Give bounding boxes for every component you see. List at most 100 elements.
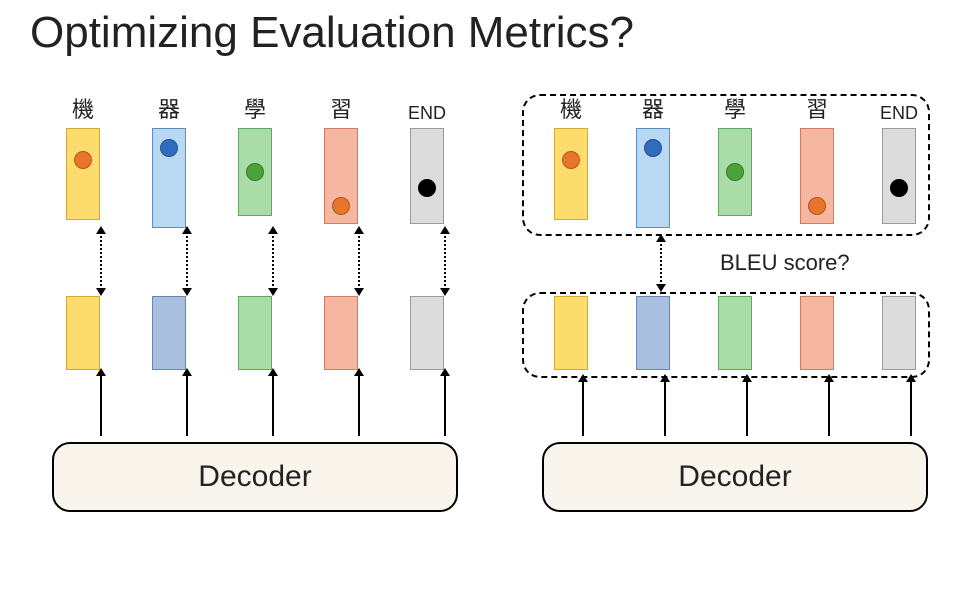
dashed-arrow <box>444 232 446 290</box>
arrowhead-up-icon <box>268 226 278 234</box>
bar-slot <box>790 128 844 224</box>
right-decoder-label: Decoder <box>678 460 791 494</box>
arrowhead-up-icon <box>96 226 106 234</box>
arrowhead-up-icon <box>96 368 106 376</box>
bar-slot <box>228 128 282 216</box>
bar <box>718 296 752 370</box>
bar-dot <box>160 139 178 157</box>
solid-arrow <box>358 374 360 436</box>
bar-slot <box>626 296 680 370</box>
bar <box>410 296 444 370</box>
bar-slot <box>790 296 844 370</box>
token-label: 機 <box>56 92 110 124</box>
right-bot-bars <box>530 296 940 396</box>
bar-dot <box>808 197 826 215</box>
bleu-score-label: BLEU score? <box>720 250 850 276</box>
solid-arrow <box>272 374 274 436</box>
bar-dot <box>332 197 350 215</box>
bar-dot <box>726 163 744 181</box>
left-top-bars <box>40 128 470 228</box>
arrowhead-down-icon <box>440 288 450 296</box>
bar <box>882 296 916 370</box>
bar <box>324 296 358 370</box>
arrowhead-down-icon <box>182 288 192 296</box>
bar <box>324 128 358 224</box>
arrowhead-up-icon <box>182 226 192 234</box>
token-label: 器 <box>626 92 680 124</box>
solid-arrow <box>746 380 748 436</box>
bar <box>800 296 834 370</box>
bar-slot <box>56 296 110 370</box>
solid-arrow <box>664 380 666 436</box>
right-top-bars <box>530 128 940 228</box>
bar-slot <box>544 128 598 220</box>
bar <box>66 296 100 370</box>
arrowhead-up-icon <box>742 374 752 382</box>
arrowhead-down-icon <box>656 284 666 292</box>
bar-dot <box>74 151 92 169</box>
bar <box>554 128 588 220</box>
arrowhead-down-icon <box>96 288 106 296</box>
bar <box>66 128 100 220</box>
solid-arrow <box>828 380 830 436</box>
arrowhead-up-icon <box>656 234 666 242</box>
bar <box>152 128 186 228</box>
solid-arrow <box>444 374 446 436</box>
page-title: Optimizing Evaluation Metrics? <box>30 8 634 58</box>
solid-arrow <box>186 374 188 436</box>
bar <box>554 296 588 370</box>
dashed-arrow <box>660 240 662 286</box>
dashed-arrow <box>186 232 188 290</box>
bar-dot <box>644 139 662 157</box>
token-label: 器 <box>142 92 196 124</box>
arrowhead-up-icon <box>906 374 916 382</box>
bar <box>800 128 834 224</box>
token-label: 機 <box>544 92 598 124</box>
dashed-arrow <box>272 232 274 290</box>
bar-slot <box>626 128 680 228</box>
right-decoder: Decoder <box>542 442 928 512</box>
token-label: 學 <box>228 92 282 124</box>
solid-arrow <box>910 380 912 436</box>
bar-slot <box>142 296 196 370</box>
bar-slot <box>400 128 454 224</box>
arrowhead-up-icon <box>268 368 278 376</box>
arrowhead-up-icon <box>578 374 588 382</box>
bar-slot <box>872 128 926 224</box>
bar-slot <box>708 128 762 216</box>
bar-slot <box>400 296 454 370</box>
left-decoder: Decoder <box>52 442 458 512</box>
bar <box>410 128 444 224</box>
right-labels-row: 機器學習END <box>530 96 940 124</box>
arrowhead-up-icon <box>354 226 364 234</box>
bar-dot <box>890 179 908 197</box>
dashed-arrow <box>358 232 360 290</box>
solid-arrow <box>582 380 584 436</box>
bar-slot <box>314 296 368 370</box>
arrowhead-down-icon <box>354 288 364 296</box>
token-label: END <box>872 103 926 124</box>
arrowhead-down-icon <box>268 288 278 296</box>
token-label: 習 <box>790 92 844 124</box>
bar <box>238 296 272 370</box>
solid-arrow <box>100 374 102 436</box>
bar-slot <box>56 128 110 220</box>
bar <box>238 128 272 216</box>
left-decoder-label: Decoder <box>198 460 311 494</box>
left-bot-bars <box>40 296 470 396</box>
token-label: 學 <box>708 92 762 124</box>
token-label: 習 <box>314 92 368 124</box>
bar-slot <box>544 296 598 370</box>
bar-slot <box>142 128 196 228</box>
bar <box>882 128 916 224</box>
arrowhead-up-icon <box>440 368 450 376</box>
token-label: END <box>400 103 454 124</box>
dashed-arrow <box>100 232 102 290</box>
bar-slot <box>872 296 926 370</box>
bar <box>636 128 670 228</box>
left-labels-row: 機器學習END <box>40 96 470 124</box>
bar <box>152 296 186 370</box>
arrowhead-up-icon <box>440 226 450 234</box>
bar-slot <box>314 128 368 224</box>
bar <box>718 128 752 216</box>
